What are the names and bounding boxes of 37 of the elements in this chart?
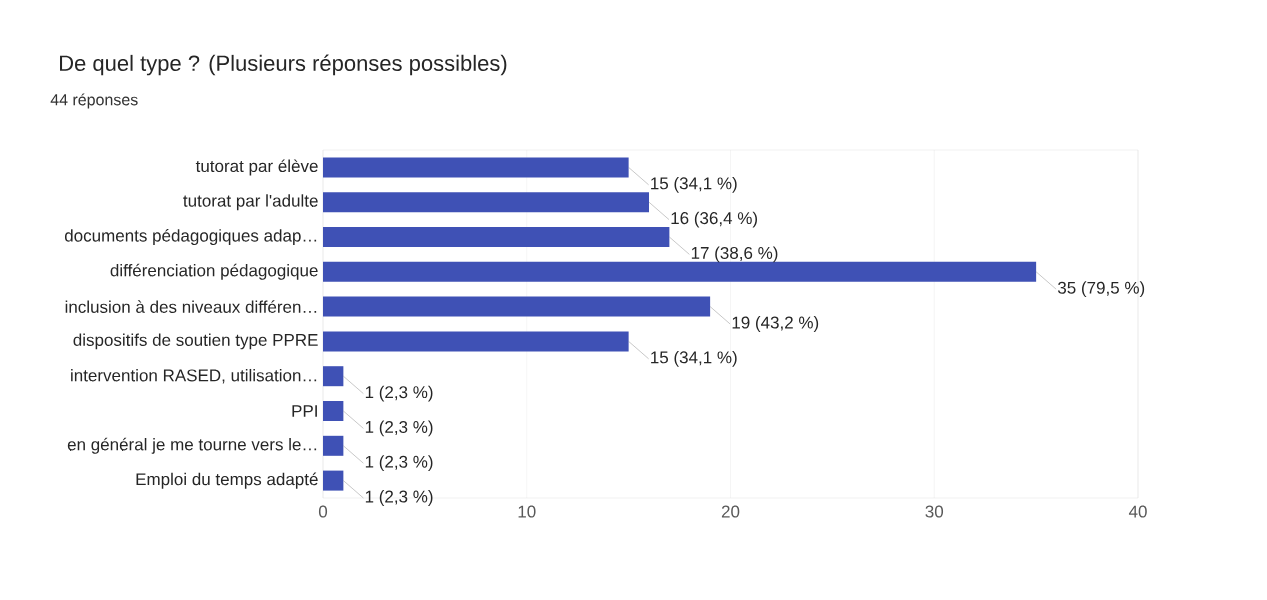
bar — [323, 296, 711, 317]
y-tick-label: PPI — [292, 405, 317, 417]
bar — [323, 192, 649, 213]
x-tick-label: 20 — [721, 505, 740, 518]
y-tick-label: documents pédagogiques adap… — [64, 228, 317, 246]
y-tick-label: en général je me tourne vers le… — [67, 437, 317, 454]
y-tick-label: Emploi du temps adapté — [136, 472, 318, 489]
x-tick-label: 0 — [318, 505, 328, 518]
x-tick-label: 40 — [1128, 505, 1147, 518]
bar — [323, 227, 670, 247]
bar — [323, 435, 344, 456]
bar — [323, 401, 344, 421]
bar — [323, 261, 1037, 282]
data-label: 15 (34,1 %) — [651, 350, 737, 367]
y-tick-label: dispositifs de soutien type PPRE — [73, 333, 318, 350]
y-tick-label: tutorat par l'adulte — [183, 194, 318, 211]
y-tick-label: inclusion à des niveaux différen… — [65, 300, 317, 313]
data-label: 15 (34,1 %) — [651, 176, 737, 193]
data-label: 17 (38,6 %) — [691, 246, 778, 263]
y-tick-label: intervention RASED, utilisation… — [71, 368, 317, 384]
data-label: 1 (2,3 %) — [365, 490, 433, 506]
data-label: 35 (79,5 %) — [1057, 281, 1145, 298]
text: 44 réponses — [50, 93, 138, 109]
data-label: 1 (2,3 %) — [365, 420, 433, 437]
bar — [323, 470, 344, 491]
data-label: 1 (2,3 %) — [365, 455, 433, 472]
bar — [323, 331, 629, 352]
bar — [323, 366, 344, 387]
bar — [323, 157, 629, 178]
chart-title: De quel type ? (Plusieurs réponses possibles) — [60, 54, 507, 76]
data-label: 16 (36,4 %) — [671, 211, 757, 228]
x-tick-label: 10 — [518, 505, 536, 518]
x-tick-label: 30 — [925, 505, 944, 518]
y-tick-label: différenciation pédagogique — [110, 263, 318, 280]
data-label: 19 (43,2 %) — [732, 316, 819, 332]
y-tick-label: tutorat par élève — [195, 159, 318, 176]
data-label: 1 (2,3 %) — [365, 385, 433, 402]
